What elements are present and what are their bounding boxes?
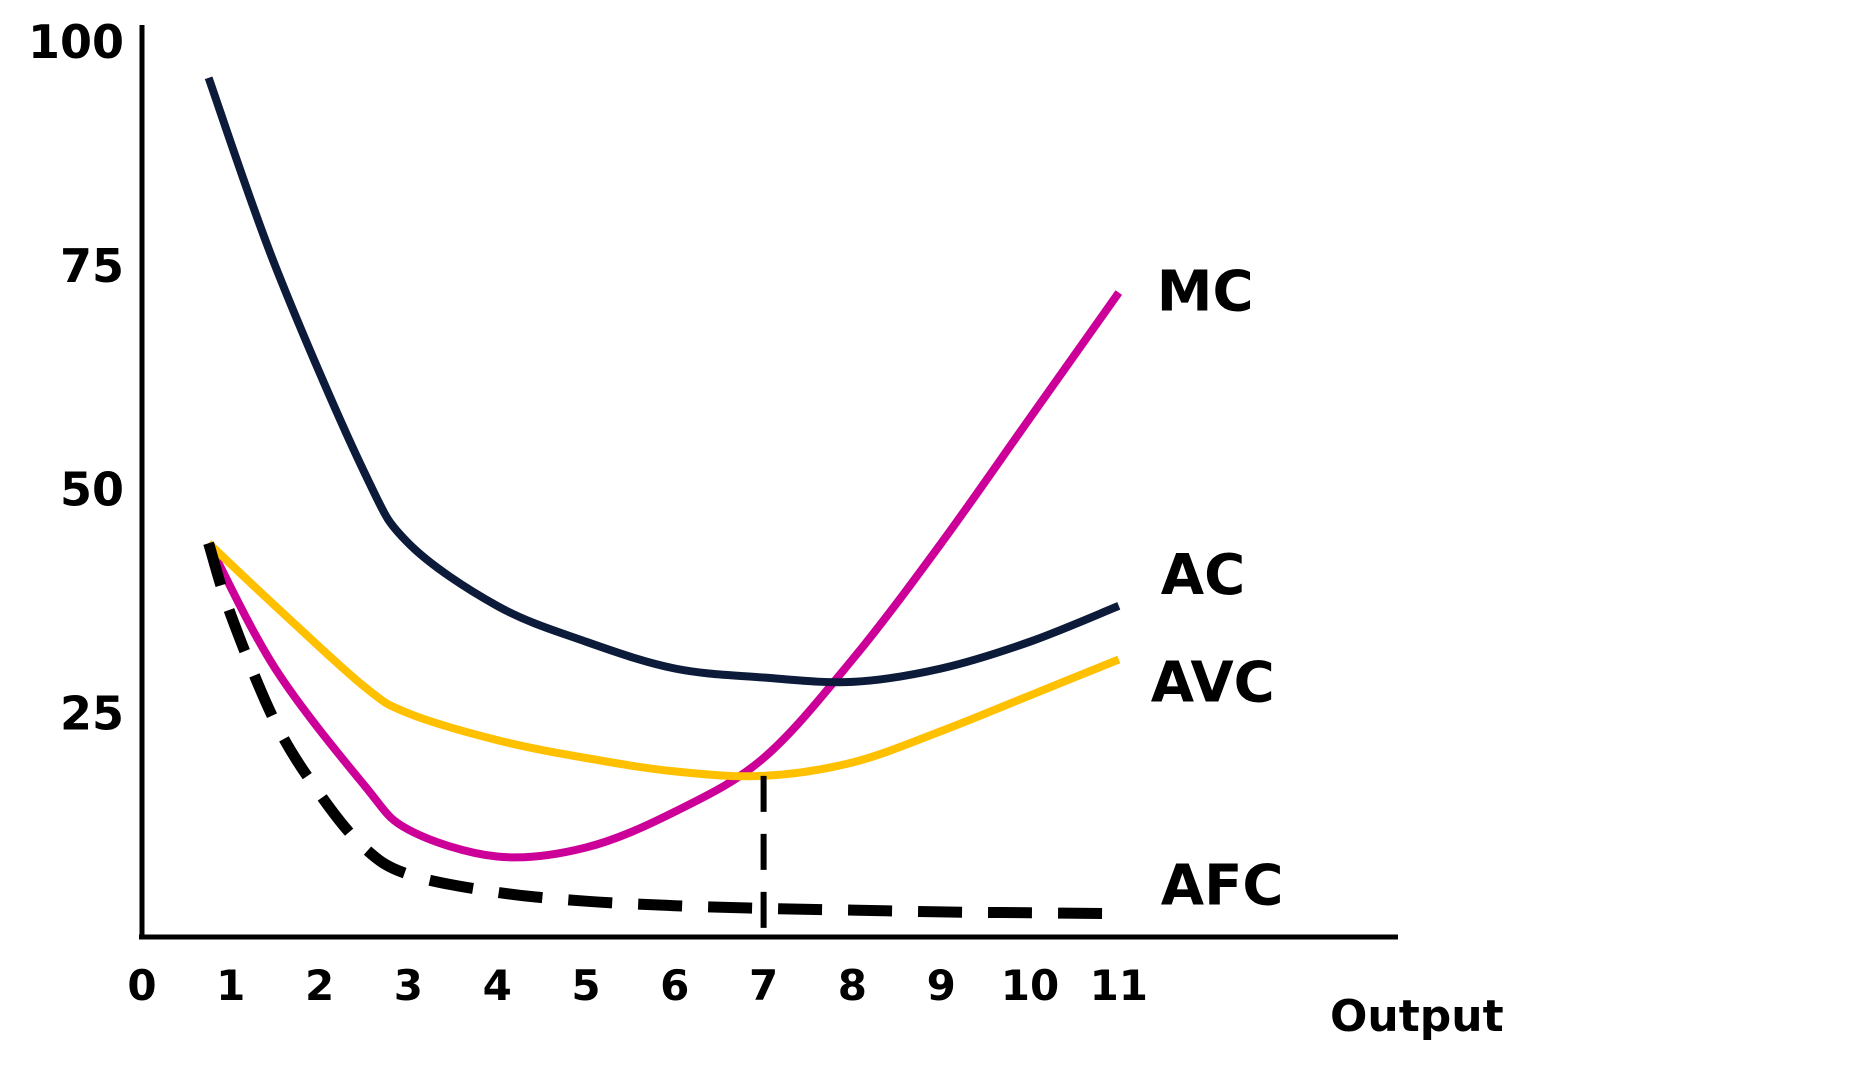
series-group — [203, 76, 1123, 920]
x-tick-label: 8 — [838, 961, 867, 1010]
x-tick-label: 7 — [749, 961, 778, 1010]
series-line-avc — [205, 540, 1121, 781]
series-line-ac — [204, 76, 1121, 687]
series-line-afc — [203, 541, 1119, 920]
tick-labels: 0 1 2 3 4 5 6 7 8 9 10 11 25 50 75 100 Output — [28, 15, 1504, 1042]
x-tick-label: 3 — [394, 961, 423, 1010]
x-tick-label: 1 — [216, 961, 245, 1010]
axes — [139, 25, 1398, 940]
y-tick-label: 50 — [60, 463, 124, 517]
x-tick-label: 4 — [483, 961, 512, 1010]
series-label-ac: AC — [1161, 543, 1245, 608]
series-label-avc: AVC — [1151, 651, 1275, 716]
x-tick-label: 11 — [1090, 961, 1148, 1010]
x-tick-label: 0 — [127, 961, 156, 1010]
x-tick-label: 5 — [571, 961, 600, 1010]
x-tick-label: 10 — [1001, 961, 1059, 1010]
series-label-afc: AFC — [1161, 854, 1284, 919]
y-tick-label: 100 — [28, 15, 124, 69]
y-tick-label: 75 — [60, 239, 124, 293]
x-tick-label: 9 — [927, 961, 956, 1010]
x-tick-label: 6 — [660, 961, 689, 1010]
y-tick-label: 25 — [60, 686, 124, 740]
x-tick-label: 2 — [305, 961, 334, 1010]
x-axis-title: Output — [1330, 991, 1504, 1042]
series-line-mc — [205, 290, 1123, 862]
series-label-mc: MC — [1157, 260, 1254, 325]
series-labels: MC AC AVC AFC — [1151, 260, 1284, 919]
